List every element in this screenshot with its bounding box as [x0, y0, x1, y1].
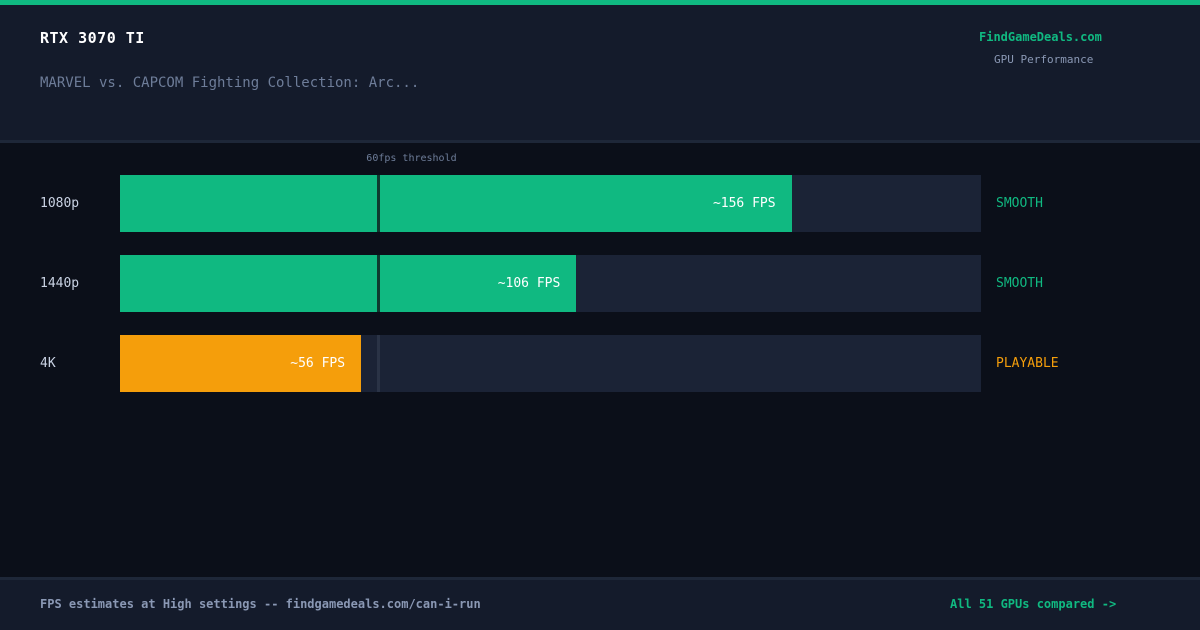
threshold-marker: [376, 335, 380, 392]
gpu-title: RTX 3070 TI: [40, 29, 145, 47]
top-accent-bar: [0, 0, 1200, 5]
threshold-label: 60fps threshold: [366, 153, 457, 164]
footer: FPS estimates at High settings -- findga…: [0, 580, 1200, 630]
fps-bar-1080p: [120, 175, 792, 232]
status-label: SMOOTH: [996, 196, 1043, 211]
fps-bar-1440p: [120, 255, 577, 312]
category-label-1080p: 1080p: [40, 196, 80, 211]
category-label-1440p: 1440p: [40, 276, 80, 291]
footer-divider: [0, 577, 1200, 580]
category-label-4k: 4K: [40, 356, 56, 371]
brand-name[interactable]: FindGameDeals.com: [979, 30, 1102, 44]
header-divider: [0, 140, 1200, 143]
fps-value-label: ~56 FPS: [290, 356, 346, 371]
status-label: PLAYABLE: [996, 356, 1059, 371]
header: RTX 3070 TI MARVEL vs. CAPCOM Fighting C…: [0, 5, 1200, 140]
all-gpus-link[interactable]: All 51 GPUs compared ->: [950, 597, 1117, 611]
threshold-marker: [376, 175, 380, 232]
fps-value-label: ~106 FPS: [497, 276, 561, 291]
threshold-marker: [376, 255, 380, 312]
game-title: MARVEL vs. CAPCOM Fighting Collection: A…: [40, 75, 420, 91]
fps-value-label: ~156 FPS: [712, 196, 776, 211]
footer-note: FPS estimates at High settings -- findga…: [40, 597, 481, 611]
status-label: SMOOTH: [996, 276, 1043, 291]
brand-subtitle: GPU Performance: [994, 53, 1094, 66]
fps-bar-4k: [120, 335, 362, 392]
